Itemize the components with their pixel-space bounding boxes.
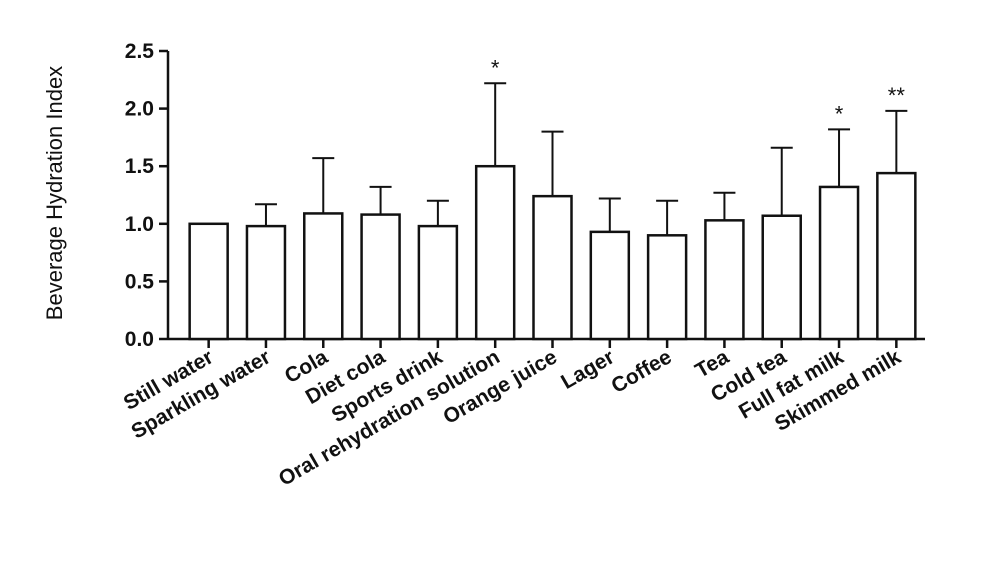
x-tick-label: Lager [557, 345, 618, 394]
y-tick-label: 2.0 [125, 98, 154, 121]
significance-marker: ** [888, 83, 906, 108]
y-tick-label: 1.5 [125, 155, 155, 178]
bar [245, 224, 287, 341]
y-tick-label: 0.0 [125, 328, 154, 351]
bar [303, 212, 344, 341]
bars: **** [188, 55, 917, 341]
significance-marker: * [835, 101, 844, 126]
bar [360, 213, 401, 341]
y-axis: 0.0 0.5 1.0 1.5 2.0 2.5 [125, 40, 925, 351]
bar [761, 214, 802, 341]
bar [417, 224, 459, 341]
y-axis-title: Beverage Hydration Index [42, 66, 67, 320]
bar [876, 171, 917, 341]
bar [532, 194, 573, 341]
bar [188, 222, 229, 341]
y-tick-label: 1.0 [125, 213, 154, 236]
y-tick-label: 0.5 [125, 270, 155, 293]
y-tick-label: 2.5 [125, 40, 155, 63]
bar [646, 234, 688, 341]
bar [818, 185, 860, 341]
x-tick-label: Coffee [608, 345, 676, 398]
bar [474, 164, 516, 341]
bar [589, 230, 631, 341]
bar [704, 219, 745, 341]
significance-marker: * [491, 55, 500, 80]
